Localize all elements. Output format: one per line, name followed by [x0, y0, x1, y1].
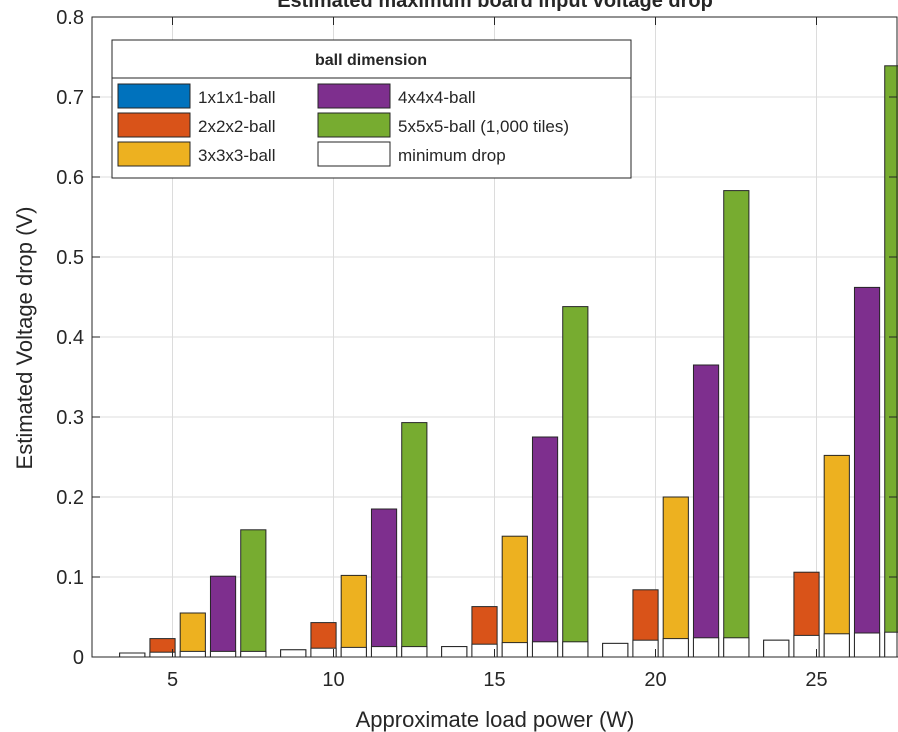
legend-swatch: [317, 112, 391, 138]
bar-minimum-drop: [632, 639, 659, 658]
bar-minimum-drop: [240, 650, 267, 658]
bar-minimum-drop: [280, 649, 307, 658]
bar-4x4x4-ball: [370, 508, 398, 658]
legend-title: ball dimension: [315, 52, 427, 69]
legend-label: 2x2x2-ball: [198, 117, 276, 136]
bar-minimum-drop: [209, 650, 237, 658]
bar-5x5x5-ball: [562, 306, 589, 658]
y-tick-label: 0.2: [56, 487, 84, 509]
bar-minimum-drop: [723, 637, 750, 658]
x-tick-label: 25: [805, 669, 827, 691]
legend-label: 3x3x3-ball: [198, 146, 276, 165]
bar-minimum-drop: [602, 642, 629, 658]
plot-area-border: [91, 16, 898, 658]
bar-4x4x4-ball: [692, 364, 720, 658]
bar-4x4x4-ball: [853, 286, 881, 658]
bar-minimum-drop: [531, 641, 559, 658]
bar-5x5x5-ball: [401, 422, 428, 658]
y-tick-label: 0.7: [56, 87, 84, 109]
bar-minimum-drop: [853, 632, 881, 658]
bar-minimum-drop: [179, 650, 206, 658]
legend-label: 1x1x1-ball: [198, 88, 276, 107]
legend-swatch: [117, 83, 191, 109]
axes: [91, 16, 898, 658]
x-tick-label: 5: [167, 669, 178, 691]
bar-minimum-drop: [793, 634, 820, 658]
x-tick-label: 20: [644, 669, 666, 691]
chart-title: Estimated maximum board input voltage dr…: [277, 0, 713, 12]
legend-label: 5x5x5-ball (1,000 tiles): [398, 117, 569, 136]
bar-minimum-drop: [501, 642, 528, 658]
legend-swatch: [117, 112, 191, 138]
bar-minimum-drop: [119, 652, 146, 658]
legend-swatch: [117, 141, 191, 167]
y-tick-label: 0: [73, 647, 84, 669]
legend-label: minimum drop: [398, 146, 506, 165]
y-axis-label: Estimated Voltage drop (V): [12, 207, 37, 470]
bar-minimum-drop: [823, 633, 850, 658]
bar-5x5x5-ball: [723, 190, 750, 658]
bar-minimum-drop: [763, 639, 790, 658]
bar-3x3x3-ball: [823, 454, 850, 658]
bar-3x3x3-ball: [501, 535, 528, 658]
bar-minimum-drop: [340, 646, 367, 658]
bar-minimum-drop: [692, 637, 720, 658]
legend: ball dimension 1x1x1-ball 2x2x2-ball 3x3x3…: [111, 39, 632, 179]
x-axis-label: Approximate load power (W): [356, 707, 635, 732]
y-tick-label: 0.5: [56, 247, 84, 269]
bar-3x3x3-ball: [662, 496, 689, 658]
bar-minimum-drop: [370, 646, 398, 658]
legend-label: 4x4x4-ball: [398, 88, 476, 107]
legend-swatch: [317, 83, 391, 109]
x-tick-label: 15: [483, 669, 505, 691]
y-tick-label: 0.3: [56, 407, 84, 429]
y-tick-label: 0.8: [56, 7, 84, 29]
bar-4x4x4-ball: [531, 436, 559, 658]
bar-3x3x3-ball: [340, 574, 367, 658]
bar-5x5x5-ball: [884, 65, 898, 658]
y-tick-label: 0.4: [56, 327, 84, 349]
y-tick-label: 0.6: [56, 167, 84, 189]
bar-minimum-drop: [310, 647, 337, 658]
legend-swatch: [317, 141, 391, 167]
tick-labels: 0 0.1 0.2 0.3 0.4 0.5 0.6 0.7 0.8 5 10 15 20 25: [56, 7, 827, 691]
bar-3x3x3-ball: [179, 612, 206, 658]
bar-minimum-drop: [149, 651, 176, 658]
bar-5x5x5-ball: [240, 529, 267, 658]
bar-minimum-drop: [401, 646, 428, 658]
bar-minimum-drop: [884, 631, 898, 658]
bars: [119, 65, 898, 658]
y-tick-label: 0.1: [56, 567, 84, 589]
bar-minimum-drop: [562, 641, 589, 658]
bar-minimum-drop: [662, 638, 689, 658]
bar-minimum-drop: [441, 646, 468, 658]
bar-4x4x4-ball: [209, 575, 237, 658]
bar-minimum-drop: [471, 643, 498, 658]
x-tick-label: 10: [322, 669, 344, 691]
